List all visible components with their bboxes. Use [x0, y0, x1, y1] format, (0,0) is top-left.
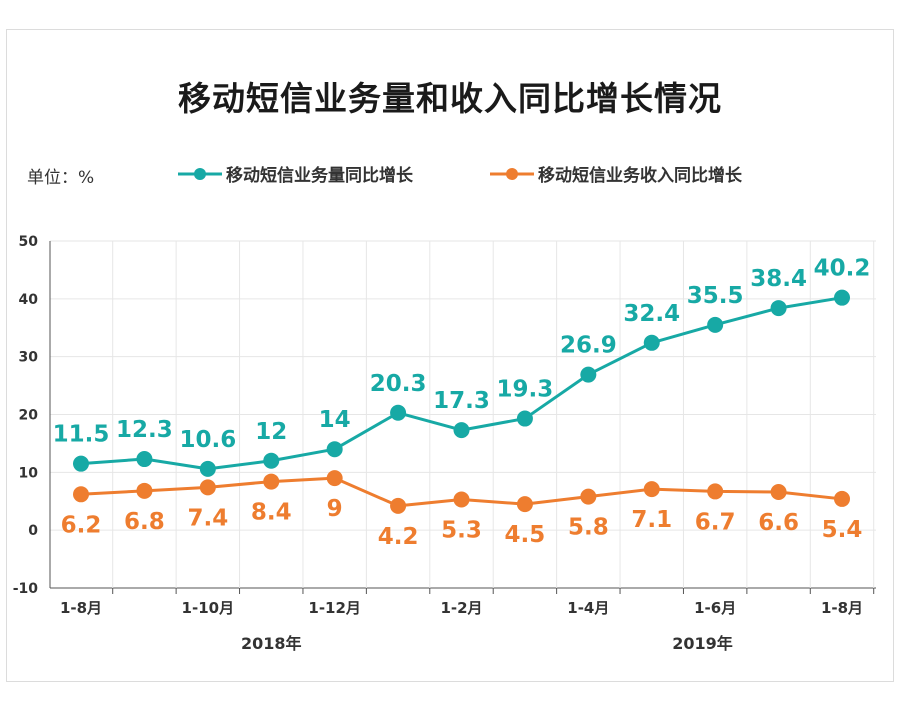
data-point-1 [453, 491, 470, 508]
data-point-1 [263, 473, 280, 490]
data-label-0: 12.3 [116, 417, 173, 443]
y-tick-label: 30 [19, 350, 39, 366]
data-label-0: 19.3 [497, 377, 554, 403]
data-point-0 [834, 289, 850, 306]
data-point-1 [770, 483, 787, 500]
x-tick-label: 1-10月 [182, 599, 235, 617]
data-label-0: 35.5 [687, 283, 744, 309]
data-label-0: 11.5 [53, 422, 110, 448]
data-point-0 [199, 460, 216, 477]
data-label-0: 10.6 [179, 427, 236, 453]
data-label-1: 5.3 [441, 518, 482, 544]
chart-frame [6, 29, 894, 682]
x-tick-label: 1-4月 [567, 599, 609, 617]
data-point-0 [136, 451, 153, 468]
data-point-1 [390, 497, 407, 514]
year-label: 2019年 [672, 634, 733, 653]
data-label-0: 12 [255, 419, 287, 445]
data-label-0: 20.3 [370, 371, 427, 397]
data-label-0: 32.4 [623, 301, 680, 327]
data-point-1 [136, 482, 153, 499]
x-tick-label: 1-12月 [308, 599, 361, 617]
legend-swatch-volume [178, 167, 222, 180]
year-label: 2018年 [241, 634, 302, 653]
data-point-0 [643, 334, 660, 351]
x-tick-label: 1-2月 [440, 599, 482, 617]
data-label-0: 26.9 [560, 333, 617, 359]
y-tick-label: 0 [28, 523, 38, 539]
data-label-1: 4.2 [378, 524, 419, 550]
data-point-0 [516, 410, 533, 427]
data-point-0 [263, 452, 280, 469]
legend-item-volume: 移动短信业务量同比增长 [178, 161, 413, 186]
data-point-1 [834, 490, 850, 507]
unit-label: 单位：% [27, 168, 95, 188]
data-label-0: 40.2 [814, 256, 871, 282]
data-point-1 [73, 486, 89, 503]
data-label-0: 17.3 [433, 388, 490, 414]
data-label-1: 6.8 [124, 509, 165, 535]
data-point-0 [326, 441, 343, 458]
x-tick-label: 1-8月 [60, 599, 102, 617]
x-tick-label: 1-6月 [694, 599, 736, 617]
data-point-1 [643, 481, 660, 498]
data-label-1: 4.5 [505, 522, 546, 548]
legend-label-volume: 移动短信业务量同比增长 [226, 166, 413, 186]
data-label-1: 8.4 [251, 500, 292, 526]
data-label-1: 9 [327, 496, 343, 522]
y-tick-label: 10 [19, 465, 39, 481]
data-point-1 [516, 496, 533, 513]
data-point-1 [580, 488, 597, 505]
data-label-1: 6.2 [61, 512, 102, 538]
data-label-1: 6.6 [758, 510, 799, 536]
data-label-0: 38.4 [750, 266, 807, 292]
y-tick-label: 20 [19, 408, 39, 424]
data-point-0 [580, 366, 597, 383]
data-point-1 [326, 470, 343, 487]
data-label-1: 7.1 [631, 507, 672, 533]
data-point-0 [770, 300, 787, 317]
data-point-0 [390, 404, 407, 421]
data-label-1: 6.7 [695, 509, 736, 535]
y-tick-label: -10 [13, 581, 39, 597]
y-tick-label: 50 [19, 234, 39, 250]
data-point-1 [707, 483, 724, 500]
data-point-1 [199, 479, 216, 496]
legend-item-revenue: 移动短信业务收入同比增长 [490, 161, 742, 186]
data-label-0: 14 [319, 407, 351, 433]
data-label-1: 5.8 [568, 515, 609, 541]
data-label-1: 7.4 [187, 505, 228, 531]
chart-title: 移动短信业务量和收入同比增长情况 [178, 79, 722, 118]
data-point-0 [73, 455, 89, 472]
data-point-0 [453, 422, 470, 439]
y-tick-label: 40 [19, 292, 39, 308]
data-point-0 [707, 316, 724, 333]
legend-label-revenue: 移动短信业务收入同比增长 [538, 166, 742, 186]
legend-swatch-revenue [490, 167, 534, 180]
data-label-1: 5.4 [822, 517, 863, 543]
x-tick-label: 1-8月 [821, 599, 863, 617]
